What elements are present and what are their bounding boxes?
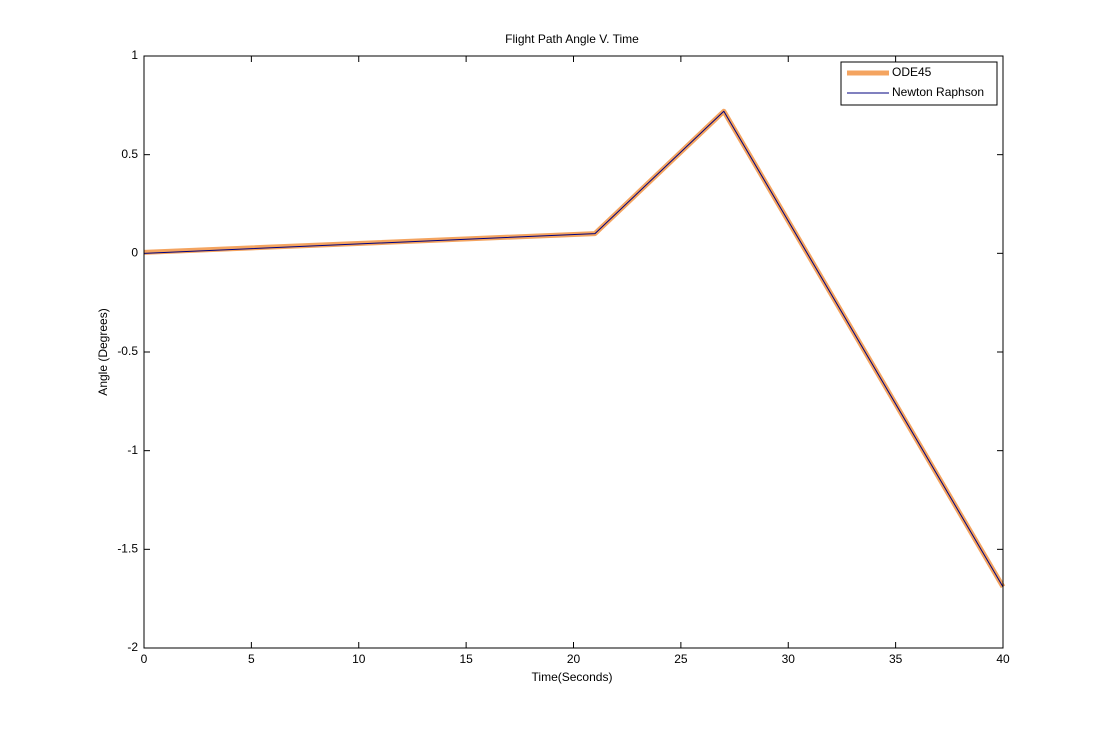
legend-label: Newton Raphson bbox=[892, 85, 984, 99]
x-tick-label: 40 bbox=[996, 652, 1010, 666]
x-tick-label: 10 bbox=[352, 652, 366, 666]
y-tick-label: -2 bbox=[127, 640, 138, 654]
x-tick-label: 5 bbox=[248, 652, 255, 666]
x-tick-label: 35 bbox=[889, 652, 903, 666]
x-tick-label: 0 bbox=[141, 652, 148, 666]
legend-label: ODE45 bbox=[892, 65, 932, 79]
x-tick-label: 20 bbox=[567, 652, 581, 666]
y-tick-label: 0 bbox=[131, 246, 138, 260]
y-tick-label: -1.5 bbox=[117, 542, 138, 556]
x-tick-label: 15 bbox=[459, 652, 473, 666]
y-tick-label: -1 bbox=[127, 443, 138, 457]
x-tick-label: 25 bbox=[674, 652, 688, 666]
x-axis-label: Time(Seconds) bbox=[532, 670, 613, 684]
x-tick-label: 30 bbox=[782, 652, 796, 666]
y-tick-label: 0.5 bbox=[121, 147, 138, 161]
line-series bbox=[143, 110, 1004, 588]
y-tick-label: 1 bbox=[131, 48, 138, 62]
y-tick-label: -0.5 bbox=[117, 344, 138, 358]
y-axis-label: Angle (Degrees) bbox=[96, 308, 110, 395]
plot-area bbox=[144, 56, 1003, 648]
chart-title: Flight Path Angle V. Time bbox=[505, 32, 639, 46]
legend-box bbox=[840, 61, 998, 106]
axes-box bbox=[143, 55, 1004, 649]
